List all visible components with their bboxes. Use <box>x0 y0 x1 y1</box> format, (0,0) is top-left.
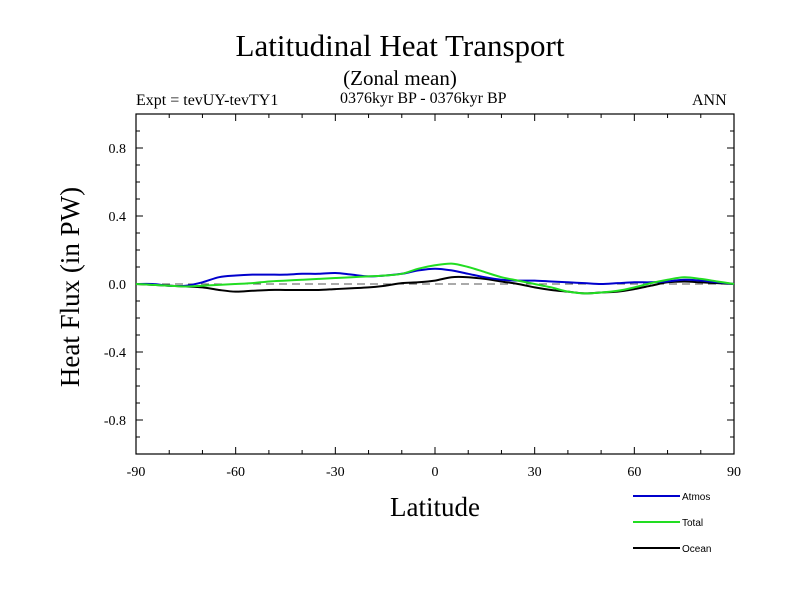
y-axis: -0.8 -0.4 0.0 0.4 0.8 <box>104 113 734 455</box>
legend-label-total: Total <box>682 518 703 529</box>
series-line-ocean <box>135 275 735 295</box>
x-tick-label: -90 <box>127 465 146 480</box>
x-tick-label: 30 <box>528 465 542 480</box>
x-tick-label: -60 <box>226 465 245 480</box>
series-lines <box>135 262 735 295</box>
y-tick-label: 0.4 <box>109 210 127 225</box>
x-axis-label: Latitude <box>390 492 480 522</box>
legend: Atmos Total Ocean <box>633 492 711 555</box>
legend-label-atmos: Atmos <box>682 492 710 503</box>
x-tick-label: 0 <box>432 465 439 480</box>
series-line-atmos <box>135 267 735 288</box>
experiment-label: Expt = tevUY-tevTY1 <box>136 92 279 109</box>
chart-subtitle: (Zonal mean) <box>343 66 457 90</box>
period-label: 0376kyr BP - 0376kyr BP <box>340 90 507 107</box>
legend-label-ocean: Ocean <box>682 544 711 555</box>
x-tick-label: 90 <box>727 465 741 480</box>
season-label: ANN <box>692 92 727 109</box>
x-tick-label: 60 <box>627 465 641 480</box>
y-tick-label: -0.8 <box>104 414 126 429</box>
x-tick-label: -30 <box>326 465 345 480</box>
series-line-total <box>135 262 735 295</box>
chart-title: Latitudinal Heat Transport <box>235 28 565 63</box>
y-tick-label: 0.0 <box>109 278 127 293</box>
y-tick-label: -0.4 <box>104 346 126 361</box>
y-tick-label: 0.8 <box>109 142 127 157</box>
x-axis: -90 -60 -30 0 30 60 90 <box>127 114 741 480</box>
y-axis-label: Heat Flux (in PW) <box>55 187 85 387</box>
